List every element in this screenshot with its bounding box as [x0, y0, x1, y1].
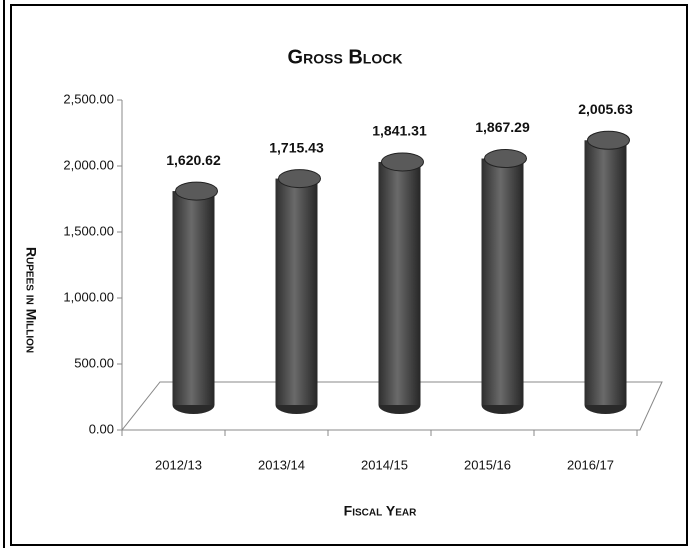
bar	[275, 169, 321, 414]
chart-title: Gross Block	[288, 46, 403, 68]
x-tick-label: 2013/14	[258, 457, 305, 472]
bar	[172, 181, 218, 414]
bar-top	[484, 149, 527, 169]
x-tick-label: 2015/16	[464, 457, 511, 472]
bar-top	[278, 169, 321, 189]
x-tick-label: 2012/13	[155, 457, 202, 472]
value-label: 2,005.63	[578, 101, 633, 117]
value-label: 1,867.29	[475, 119, 530, 135]
value-label: 1,620.62	[166, 152, 221, 168]
bar-body	[172, 191, 215, 405]
value-label: 1,715.43	[269, 139, 324, 155]
bar-body	[584, 140, 627, 405]
bar-top	[175, 181, 218, 201]
x-axis-label: Fiscal Year	[344, 503, 417, 519]
y-tick-label: 2,000.00	[63, 157, 114, 172]
bar	[584, 130, 630, 414]
x-tick-label: 2014/15	[361, 457, 408, 472]
floor	[120, 381, 663, 431]
bar-body	[275, 178, 318, 405]
x-tick-label: 2016/17	[567, 457, 614, 472]
bar-body	[481, 158, 524, 405]
bar	[481, 149, 527, 414]
y-tick-label: 1,500.00	[63, 223, 114, 238]
y-tick-label: 1,000.00	[63, 289, 114, 304]
chart-border	[10, 4, 688, 546]
bar-top	[587, 130, 630, 150]
y-tick-label: 0.00	[89, 421, 114, 436]
y-tick-label: 2,500.00	[63, 91, 114, 106]
y-tick-label: 500.00	[74, 355, 114, 370]
value-label: 1,841.31	[372, 123, 427, 139]
bar-body	[378, 161, 421, 405]
bar	[378, 152, 424, 414]
bar-top	[381, 152, 424, 172]
y-axis-label: Rupees in Million	[23, 247, 39, 353]
